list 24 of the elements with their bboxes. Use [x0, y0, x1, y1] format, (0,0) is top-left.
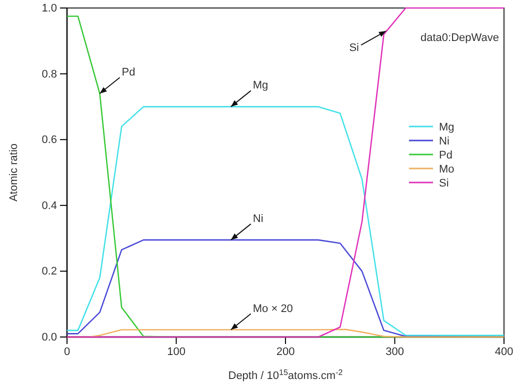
- x-tick-label: 300: [386, 346, 404, 358]
- y-axis-title: Atomic ratio: [8, 143, 20, 202]
- y-tick-label: 0.6: [42, 134, 57, 146]
- legend-label: Mo: [439, 163, 454, 176]
- y-tick-label: 0.2: [42, 266, 57, 278]
- annotation: Mg: [252, 80, 268, 92]
- legend-label: Pd: [439, 149, 452, 162]
- legend-label: Mg: [439, 121, 454, 134]
- x-tick-label: 400: [494, 346, 514, 358]
- x-tick-label: 100: [167, 346, 186, 358]
- x-axis-title: Depth / 10$^{15}$atoms.cm$^{-2}$: [228, 368, 344, 382]
- x-tick-label: 200: [276, 346, 295, 358]
- annotation: Mo × 20: [252, 302, 293, 315]
- y-tick-label: 1.0: [42, 2, 57, 15]
- legend-label: Ni: [439, 135, 450, 148]
- annotation: Pd: [122, 66, 136, 79]
- y-tick-label: 0.8: [42, 68, 57, 80]
- annotation: Ni: [252, 212, 264, 225]
- x-tick-label: 0: [64, 346, 70, 358]
- annotation: Si: [349, 42, 360, 54]
- legend-label: Si: [439, 177, 449, 190]
- annotation: data0:DepWave: [420, 32, 499, 44]
- y-tick-label: 0.4: [42, 200, 57, 212]
- y-tick-label: 0.0: [42, 332, 57, 344]
